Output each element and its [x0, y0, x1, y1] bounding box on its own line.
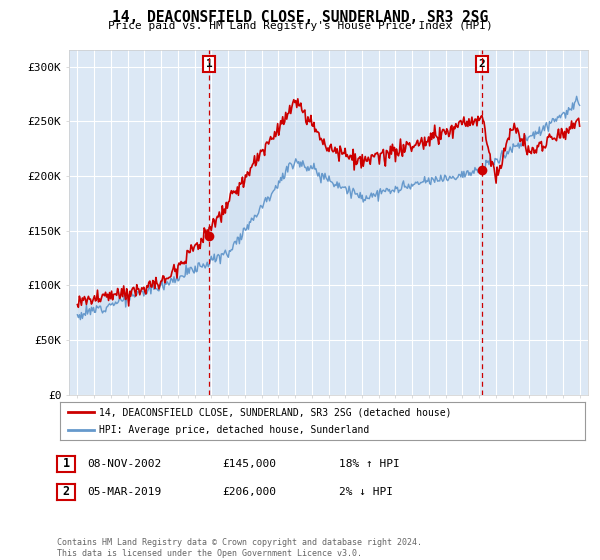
Text: £145,000: £145,000 — [222, 459, 276, 469]
Text: 2: 2 — [479, 59, 485, 69]
Text: HPI: Average price, detached house, Sunderland: HPI: Average price, detached house, Sund… — [100, 425, 370, 435]
Text: 08-NOV-2002: 08-NOV-2002 — [87, 459, 161, 469]
Text: £206,000: £206,000 — [222, 487, 276, 497]
Text: 18% ↑ HPI: 18% ↑ HPI — [339, 459, 400, 469]
Text: 2% ↓ HPI: 2% ↓ HPI — [339, 487, 393, 497]
Text: 05-MAR-2019: 05-MAR-2019 — [87, 487, 161, 497]
Text: 14, DEACONSFIELD CLOSE, SUNDERLAND, SR3 2SG (detached house): 14, DEACONSFIELD CLOSE, SUNDERLAND, SR3 … — [100, 407, 452, 417]
Text: 14, DEACONSFIELD CLOSE, SUNDERLAND, SR3 2SG: 14, DEACONSFIELD CLOSE, SUNDERLAND, SR3 … — [112, 10, 488, 25]
Text: 1: 1 — [206, 59, 212, 69]
Text: 2: 2 — [62, 485, 70, 498]
Text: Price paid vs. HM Land Registry's House Price Index (HPI): Price paid vs. HM Land Registry's House … — [107, 21, 493, 31]
Text: Contains HM Land Registry data © Crown copyright and database right 2024.
This d: Contains HM Land Registry data © Crown c… — [57, 538, 422, 558]
Text: 1: 1 — [62, 457, 70, 470]
